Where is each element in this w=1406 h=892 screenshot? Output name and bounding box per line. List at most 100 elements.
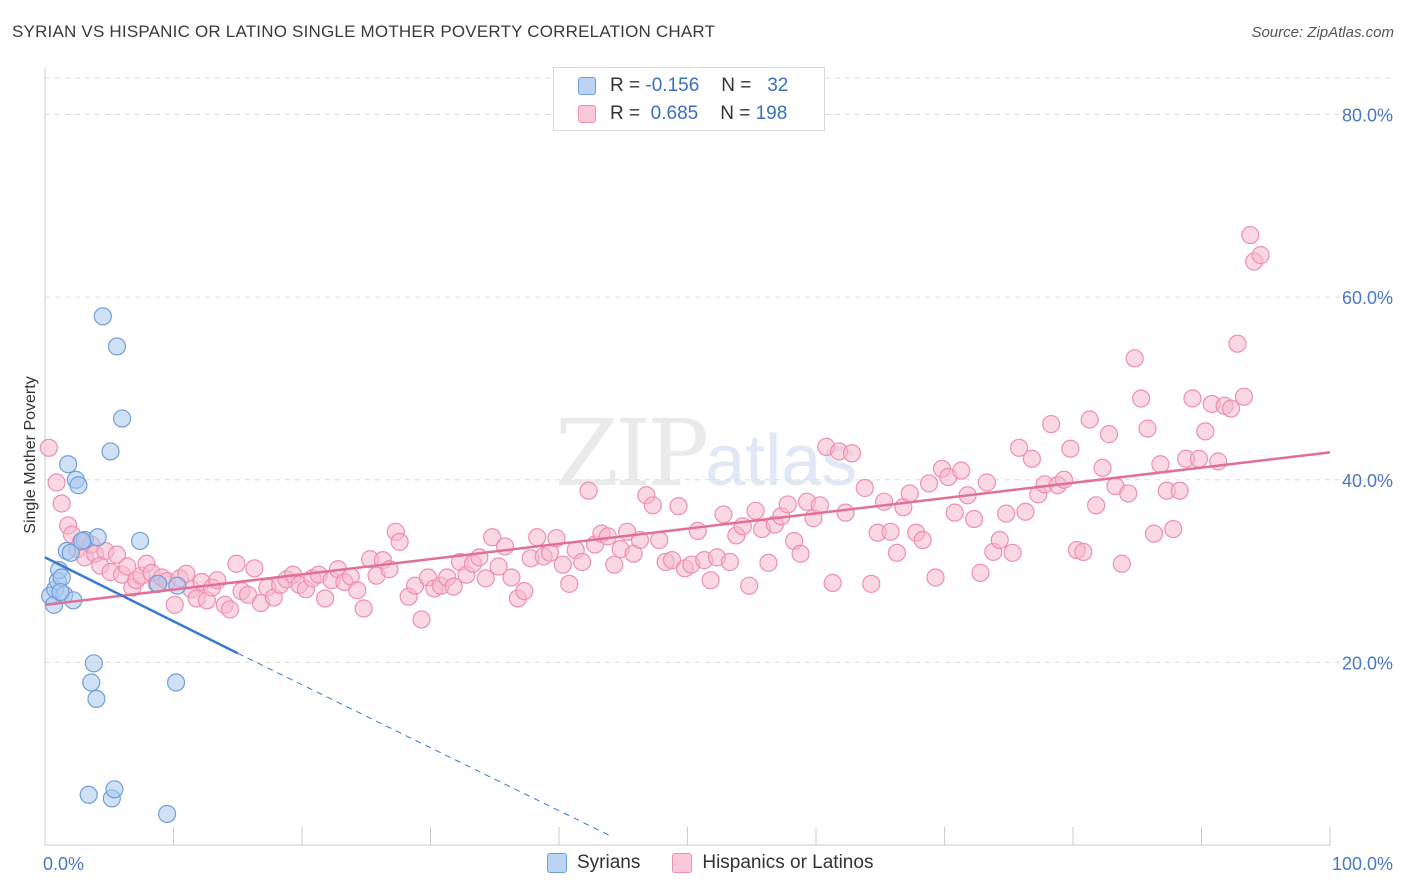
legend-row-syrians: R = -0.156 N = 32 bbox=[578, 73, 788, 99]
legend-swatch-hispanics bbox=[578, 105, 596, 123]
hispanic-point bbox=[238, 585, 258, 604]
syrian-point bbox=[61, 543, 80, 562]
hispanic-point bbox=[881, 522, 900, 541]
hispanic-point bbox=[489, 557, 508, 576]
y-axis-label: Single Mother Poverty bbox=[22, 376, 39, 533]
series-label-syrians: Syrians bbox=[577, 852, 641, 873]
y-tick-label: 20.0% bbox=[1342, 653, 1393, 673]
trendline-syrians-extension bbox=[237, 652, 611, 837]
hispanic-point bbox=[643, 496, 662, 515]
legend-n-label: N = bbox=[720, 103, 751, 124]
hispanic-point bbox=[1087, 496, 1106, 515]
hispanic-point bbox=[1119, 484, 1138, 503]
legend-r-value-syrians: -0.156 bbox=[645, 75, 700, 96]
trendline-hispanics bbox=[44, 451, 1331, 607]
hispanic-point bbox=[842, 444, 862, 463]
legend-n-value-syrians: 32 bbox=[767, 75, 789, 96]
syrian-point bbox=[73, 531, 92, 551]
syrian-point bbox=[69, 476, 88, 495]
series-legend: Syrians Hispanics or Latinos bbox=[547, 852, 873, 874]
hispanic-point bbox=[348, 581, 367, 600]
hispanic-point bbox=[997, 504, 1016, 523]
hispanic-point bbox=[900, 484, 919, 503]
syrian-point bbox=[59, 455, 78, 474]
hispanic-point bbox=[1112, 554, 1131, 573]
watermark-atlas: atlas bbox=[705, 421, 858, 501]
hispanic-point bbox=[515, 582, 534, 601]
hispanic-point bbox=[354, 599, 373, 618]
hispanic-point bbox=[945, 503, 964, 522]
hispanic-point bbox=[791, 544, 810, 563]
hispanic-point bbox=[245, 559, 264, 578]
hispanic-point bbox=[1221, 399, 1241, 418]
hispanic-point bbox=[1234, 387, 1254, 406]
hispanic-point bbox=[740, 576, 759, 595]
hispanic-point bbox=[926, 568, 945, 587]
hispanic-point bbox=[1196, 422, 1215, 441]
hispanic-point bbox=[495, 537, 515, 556]
hispanic-point bbox=[390, 532, 409, 551]
hispanic-point bbox=[476, 569, 495, 588]
hispanic-point bbox=[836, 503, 855, 522]
syrian-point bbox=[79, 785, 98, 804]
hispanic-point bbox=[823, 573, 842, 593]
syrian-point bbox=[51, 582, 70, 602]
hispanic-point bbox=[220, 600, 240, 619]
legend-r-value-hispanics: 0.685 bbox=[650, 103, 699, 124]
hispanic-point bbox=[573, 552, 592, 572]
hispanic-point bbox=[971, 563, 990, 582]
syrian-point bbox=[107, 337, 127, 356]
hispanic-point bbox=[553, 555, 572, 574]
y-tick-label: 80.0% bbox=[1342, 106, 1393, 126]
hispanic-point bbox=[1151, 455, 1170, 474]
legend-n-label: N = bbox=[721, 75, 752, 96]
hispanic-point bbox=[316, 589, 335, 608]
syrian-point bbox=[166, 673, 186, 692]
syrian-point bbox=[130, 531, 150, 551]
syrian-point bbox=[112, 409, 132, 428]
hispanic-point bbox=[862, 574, 881, 593]
hispanic-point bbox=[1022, 449, 1041, 468]
hispanic-point bbox=[746, 501, 765, 520]
hispanic-point bbox=[412, 610, 431, 629]
hispanic-point bbox=[52, 494, 71, 513]
hispanic-point bbox=[1170, 481, 1189, 500]
syrian-point bbox=[82, 673, 101, 692]
hispanic-point bbox=[875, 492, 894, 511]
hispanic-point bbox=[1074, 542, 1093, 561]
syrian-point bbox=[105, 780, 124, 799]
hispanic-point bbox=[107, 545, 127, 564]
hispanic-point bbox=[1125, 349, 1144, 368]
hispanic-point bbox=[444, 577, 463, 596]
hispanic-point bbox=[669, 497, 688, 516]
series-syrian bbox=[41, 307, 187, 824]
series-swatch-syrians bbox=[547, 853, 567, 873]
hispanic-point bbox=[1164, 519, 1183, 539]
hispanic-point bbox=[977, 473, 997, 492]
y-tick-label: 60.0% bbox=[1342, 288, 1393, 308]
hispanic-point bbox=[39, 438, 58, 457]
syrian-point bbox=[93, 307, 112, 326]
hispanic-point bbox=[1003, 543, 1022, 562]
x-tick-label-min: 0.0% bbox=[43, 854, 84, 874]
hispanic-point bbox=[887, 543, 907, 562]
hispanic-point bbox=[118, 557, 137, 576]
trendline-syrians bbox=[44, 556, 239, 655]
hispanic-point bbox=[1241, 225, 1260, 245]
legend-r-label: R = bbox=[610, 75, 641, 96]
syrian-point bbox=[84, 654, 103, 673]
hispanic-point bbox=[964, 509, 984, 529]
legend-swatch-syrians bbox=[578, 77, 596, 95]
hispanic-point bbox=[720, 552, 740, 572]
legend-r-label: R = bbox=[610, 103, 641, 124]
hispanic-point bbox=[778, 495, 797, 514]
syrian-point bbox=[101, 442, 120, 461]
hispanic-point bbox=[1061, 439, 1080, 458]
hispanic-point bbox=[1144, 524, 1164, 543]
syrian-point bbox=[87, 689, 106, 709]
hispanic-point bbox=[1132, 389, 1151, 408]
syrian-point bbox=[88, 528, 107, 547]
hispanic-point bbox=[759, 553, 778, 572]
hispanic-point bbox=[605, 555, 624, 574]
